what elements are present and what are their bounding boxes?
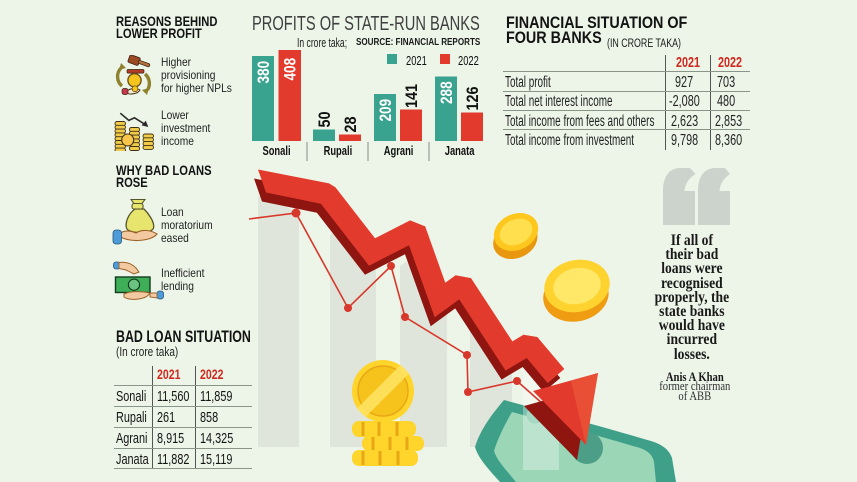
svg-text:126: 126 — [464, 86, 482, 110]
svg-text:288: 288 — [438, 81, 457, 104]
svg-text:209: 209 — [377, 99, 396, 122]
svg-text:408: 408 — [281, 57, 300, 80]
svg-text:380: 380 — [255, 61, 274, 84]
svg-text:141: 141 — [403, 84, 421, 108]
svg-text:28: 28 — [342, 116, 360, 132]
svg-text:50: 50 — [316, 111, 334, 127]
